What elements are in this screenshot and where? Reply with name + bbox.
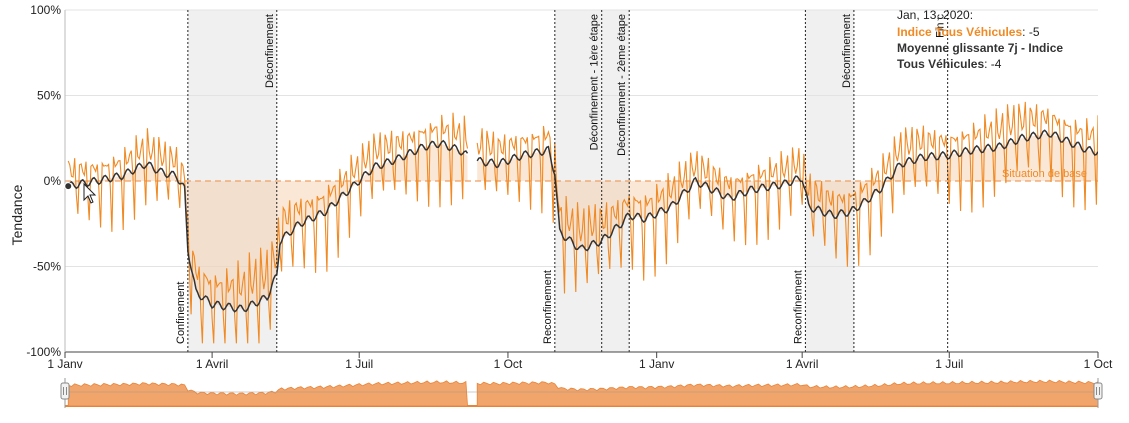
x-tick-label: 1 Janv [47,357,82,371]
tooltip-series2-label-1: Moyenne glissante 7j - Indice [897,41,1063,55]
tooltip: Jan, 13, 2020: Indice Tous Véhicules: -5… [897,8,1063,71]
fill-area [68,133,1098,310]
x-axis-ticks: 1 Janv 1 Avril 1 Juil 1 Oct 1 Janv 1 Avril 1 J… [47,352,1113,371]
tooltip-series2-value: : -4 [984,57,1002,71]
tooltip-series2-line2: Tous Véhicules: -4 [897,57,1002,71]
x-tick-label: 1 Avril [196,357,228,371]
tooltip-series2-line1: Moyenne glissante 7j - Indice [897,41,1063,55]
y-axis-ticks: 100% 50% 0% -50% -100% [26,3,61,359]
x-tick-label: 1 Juil [345,357,373,371]
tooltip-date: Jan, 13, 2020: [897,8,973,22]
event-label: Confinement [175,282,187,344]
tooltip-series1-label: Indice Tous Véhicules [897,25,1022,39]
x-tick-label: 1 Oct [1084,357,1113,371]
moving-average-line [67,139,469,313]
series-area [477,133,1098,250]
range-navigator[interactable] [60,378,1103,408]
navigator-series [67,380,468,407]
y-tick-label: -50% [33,260,61,274]
event-label: Fin c [935,14,947,38]
x-tick-label: 1 Juil [935,357,963,371]
y-tick-label: 100% [30,3,61,17]
event-markers: Confinement Déconfinement Reconfinement Déc… [175,10,949,352]
series-daily-index [67,101,1098,344]
event-label: Reconfinement [542,270,554,344]
event-label: Déconfinement - 2ème étape [616,14,628,156]
x-tick-label: 1 Oct [494,357,523,371]
moving-average-line [476,129,1098,252]
y-axis-label: Tendance [9,184,25,245]
navigator-handle-right[interactable] [1093,382,1103,400]
navigator-handle-left[interactable] [60,382,70,400]
shaded-period [187,10,277,352]
tooltip-series1-value: : -5 [1022,25,1040,39]
event-label: Déconfinement [841,14,853,88]
gridlines [65,9,1098,267]
cursor-icon [83,182,97,204]
series-moving-average [67,129,1098,313]
x-tick-label: 1 Avril [786,357,818,371]
daily-index-line [67,112,469,344]
tooltip-series2-label-2: Tous Véhicules [897,57,984,71]
tooltip-series1: Indice Tous Véhicules: -5 [897,25,1040,39]
y-tick-label: -100% [26,345,61,359]
daily-index-line [476,101,1098,294]
event-label: Déconfinement - 1ère étape [589,14,601,150]
handle-body [1093,382,1103,400]
navigator-series [476,379,1099,407]
hover-dot [64,182,73,191]
event-label: Déconfinement [264,14,276,88]
baseline-label: Situation de base [1002,168,1087,180]
y-tick-label: 50% [37,89,61,103]
event-label: Reconfinement [792,270,804,344]
series-area [68,143,468,310]
hover-point [64,182,73,191]
x-tick-label: 1 Janv [639,357,674,371]
handle-body [60,382,70,400]
y-tick-label: 0% [44,174,62,188]
